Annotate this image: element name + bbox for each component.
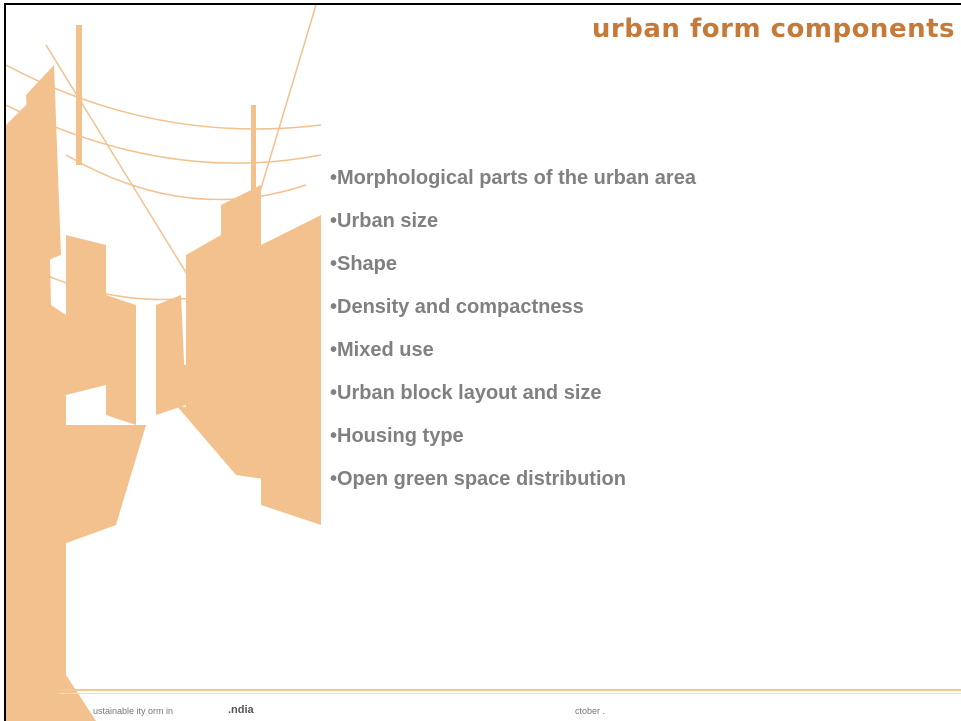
- footer-text: ustainable ity orm in: [93, 706, 173, 716]
- bullet-item: •Shape: [330, 249, 696, 292]
- slide: urban form components •Morphological par…: [0, 0, 961, 721]
- bullet-item: •Morphological parts of the urban area: [330, 163, 696, 206]
- bullet-list: •Morphological parts of the urban area•U…: [330, 163, 696, 507]
- footer-emphasis: .ndia: [228, 704, 254, 716]
- footer-date: ctober .: [575, 706, 605, 716]
- footer-rule: [60, 693, 961, 694]
- bullet-item: •Open green space distribution: [330, 464, 696, 507]
- slide-title: urban form components: [592, 14, 955, 44]
- bullet-item: •Urban block layout and size: [330, 378, 696, 421]
- street-illustration: [6, 5, 321, 721]
- bullet-item: •Housing type: [330, 421, 696, 464]
- footer-rule: [60, 689, 961, 691]
- bullet-item: •Mixed use: [330, 335, 696, 378]
- bullet-item: •Urban size: [330, 206, 696, 249]
- bullet-item: •Density and compactness: [330, 292, 696, 335]
